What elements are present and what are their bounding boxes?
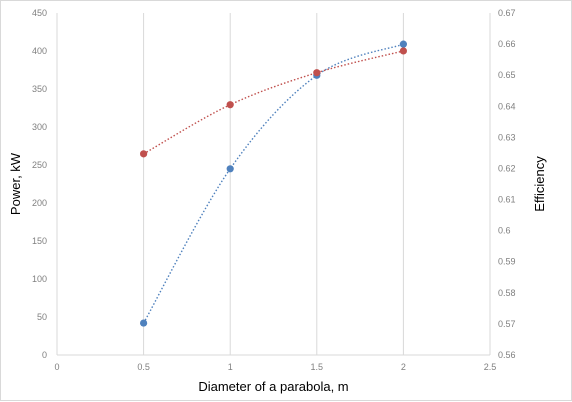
- y-tick-label: 350: [32, 84, 47, 94]
- y-tick-label: 450: [32, 8, 47, 18]
- y2-tick-label: 0.58: [498, 288, 516, 298]
- x-axis-title: Diameter of a parabola, m: [198, 379, 348, 394]
- efficiency-trendline: [143, 50, 404, 155]
- y2-tick-label: 0.63: [498, 132, 516, 142]
- y2-tick-label: 0.66: [498, 39, 516, 49]
- y-tick-label: 250: [32, 160, 47, 170]
- power-point: [399, 40, 407, 48]
- y-tick-label: 100: [32, 274, 47, 284]
- power-trendline: [142, 43, 404, 324]
- y2-tick-label: 0.67: [498, 8, 516, 18]
- y2-tick-label: 0.57: [498, 319, 516, 329]
- x-tick-label: 0.5: [137, 362, 150, 372]
- efficiency-point: [399, 47, 407, 55]
- y2-axis-title: Efficiency: [532, 156, 547, 212]
- x-tick-label: 2.5: [484, 362, 497, 372]
- y2-tick-label: 0.6: [498, 226, 511, 236]
- x-tick-label: 1: [228, 362, 233, 372]
- y2-tick-label: 0.61: [498, 195, 516, 205]
- power-point: [226, 165, 234, 173]
- y2-tick-label: 0.59: [498, 257, 516, 267]
- efficiency-point: [140, 150, 148, 158]
- efficiency-point: [226, 101, 234, 109]
- y-tick-label: 400: [32, 46, 47, 56]
- x-tick-label: 0: [54, 362, 59, 372]
- y2-tick-label: 0.56: [498, 350, 516, 360]
- y-tick-label: 50: [37, 312, 47, 322]
- efficiency-point: [313, 69, 321, 77]
- x-tick-label: 1.5: [311, 362, 324, 372]
- y2-tick-label: 0.62: [498, 163, 516, 173]
- y-tick-label: 0: [42, 350, 47, 360]
- y2-tick-label: 0.64: [498, 101, 516, 111]
- y2-tick-label: 0.65: [498, 70, 516, 80]
- x-tick-label: 2: [401, 362, 406, 372]
- y-tick-label: 300: [32, 122, 47, 132]
- y-tick-label: 200: [32, 198, 47, 208]
- y-axis-title: Power, kW: [8, 152, 23, 215]
- y-tick-label: 150: [32, 236, 47, 246]
- power-point: [140, 319, 148, 327]
